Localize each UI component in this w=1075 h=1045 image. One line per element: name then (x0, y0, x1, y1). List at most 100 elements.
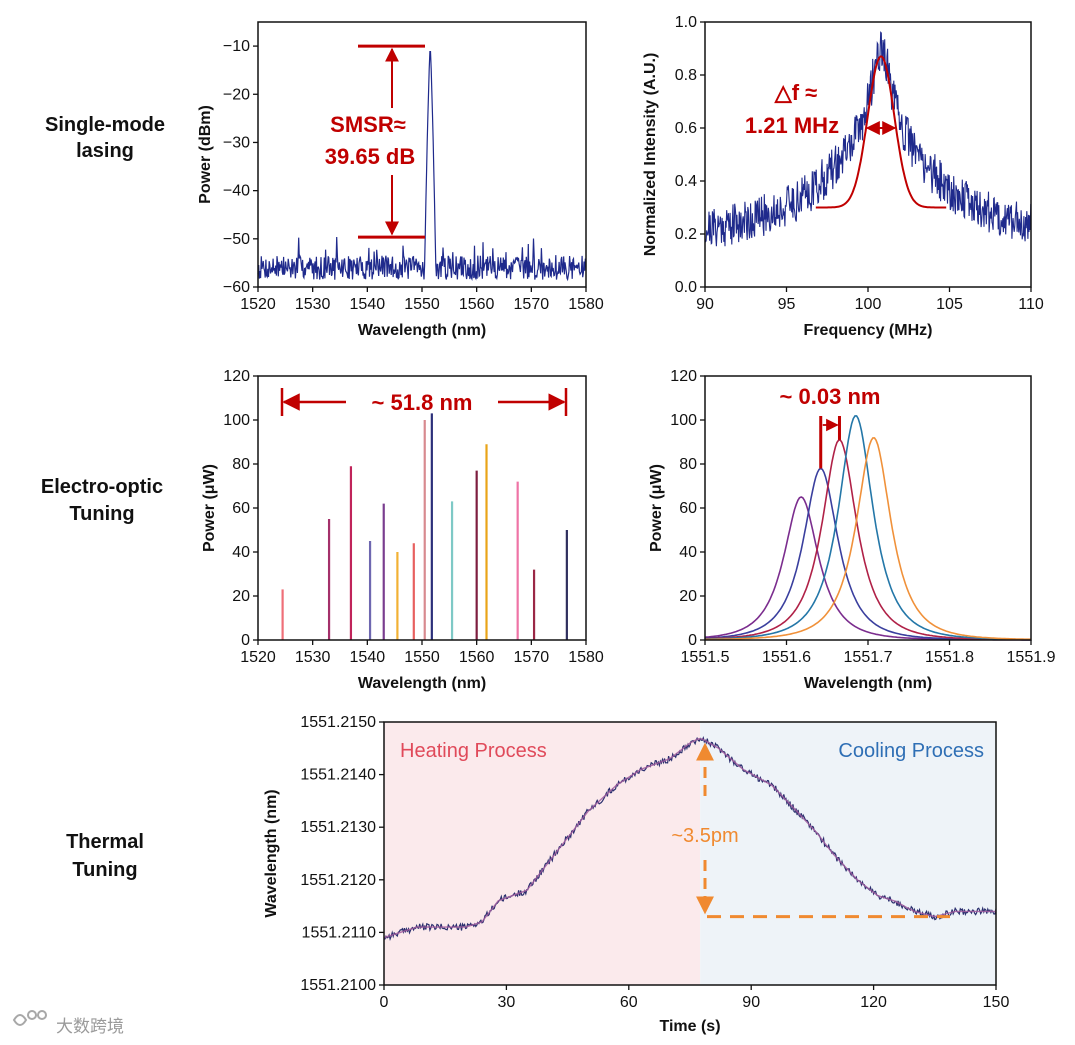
row-label-thermal-2: Tuning (72, 859, 137, 881)
y-tick-label: 1.0 (675, 14, 697, 31)
y-tick-label: −40 (223, 183, 250, 200)
x-tick-label: 1551.8 (925, 649, 974, 666)
y-tick-label: 60 (679, 500, 697, 517)
x-tick-label: 1570 (514, 296, 550, 313)
x-tick-label: 1520 (240, 296, 276, 313)
y-tick-label: −60 (223, 279, 250, 296)
y-tick-label: 40 (679, 544, 697, 561)
fine-series-line (705, 437, 1032, 641)
fine-series-line (704, 467, 1031, 641)
y-tick-label: −30 (223, 134, 250, 151)
chart-thermal-tuning: Heating Process Cooling Process 0 30 60 90 120… (263, 714, 1009, 1035)
fine-series-line (705, 439, 1031, 641)
y-tick-label: 120 (670, 368, 697, 385)
thermal-smooth-line (383, 738, 996, 939)
watermark: 大数跨境 (12, 1010, 124, 1036)
plot-frame (704, 21, 1032, 288)
y-tick-label: −20 (223, 86, 250, 103)
x-tick-label: 1551.6 (762, 649, 811, 666)
x-tick-label: 1580 (568, 649, 604, 666)
x-axis-label: Wavelength (nm) (358, 322, 486, 339)
thermal-raw-line (383, 735, 997, 941)
x-axis-label: Frequency (MHz) (804, 322, 933, 339)
x-tick-label: 90 (742, 994, 760, 1011)
y-tick-label: 100 (670, 412, 697, 429)
x-tick-label: 90 (696, 296, 714, 313)
y-tick-label: 1551.2130 (300, 819, 376, 836)
x-tick-label: 1560 (459, 649, 495, 666)
x-tick-label: 100 (855, 296, 882, 313)
y-tick-label: 0 (241, 632, 250, 649)
span-annotation: ~ 51.8 nm (372, 390, 473, 415)
y-tick-label: 0 (688, 632, 697, 649)
x-tick-label: 120 (860, 994, 887, 1011)
cooling-region (700, 722, 996, 985)
smsr-annotation-line2: 39.65 dB (325, 144, 416, 169)
y-tick-label: 1551.2150 (300, 714, 376, 731)
watermark-logo-icon (12, 1010, 47, 1026)
x-tick-label: 1550 (404, 649, 440, 666)
x-tick-label: 1530 (295, 649, 331, 666)
x-tick-label: 1551.7 (844, 649, 893, 666)
y-axis-label: Normalized Intensity (A.U.) (642, 53, 659, 257)
x-tick-label: 1530 (295, 296, 331, 313)
x-tick-label: 30 (498, 994, 516, 1011)
x-tick-label: 1551.9 (1007, 649, 1056, 666)
smsr-annotation-line1: SMSR≈ (330, 112, 406, 137)
x-tick-label: 1520 (240, 649, 276, 666)
row-label-single-mode-2: lasing (76, 140, 134, 162)
x-axis-label: Wavelength (nm) (358, 675, 486, 692)
y-tick-label: 120 (223, 368, 250, 385)
chart-fine-tuning: 1551.5 1551.6 1551.7 1551.8 1551.9 0 20 40 60 80 1… (648, 368, 1056, 692)
y-tick-label: 20 (232, 588, 250, 605)
y-axis-label: Power (μW) (648, 464, 665, 552)
y-tick-label: 80 (679, 456, 697, 473)
plot-frame (704, 375, 1032, 641)
plot-frame (257, 21, 587, 288)
watermark-text: 大数跨境 (56, 1017, 124, 1036)
y-tick-label: 0.2 (675, 226, 697, 243)
y-axis-label: Wavelength (nm) (263, 789, 280, 917)
cooling-label: Cooling Process (838, 740, 984, 762)
heating-label: Heating Process (400, 740, 547, 762)
y-tick-label: 60 (232, 500, 250, 517)
y-axis-label: Power (μW) (201, 464, 218, 552)
y-tick-label: −10 (223, 38, 250, 55)
x-tick-label: 1580 (568, 296, 604, 313)
row-label-electro-optic-2: Tuning (69, 503, 134, 525)
row-label-electro-optic-1: Electro-optic (41, 476, 163, 498)
y-axis-label: Power (dBm) (197, 105, 214, 204)
x-tick-label: 1540 (350, 649, 386, 666)
x-axis-label: Time (s) (659, 1018, 720, 1035)
x-tick-label: 105 (936, 296, 963, 313)
x-tick-label: 150 (983, 994, 1010, 1011)
y-tick-label: 20 (679, 588, 697, 605)
y-tick-label: 1551.2100 (300, 977, 376, 994)
y-tick-label: 100 (223, 412, 250, 429)
x-tick-label: 60 (620, 994, 638, 1011)
x-tick-label: 1560 (459, 296, 495, 313)
y-tick-label: −50 (223, 231, 250, 248)
x-tick-label: 1551.5 (681, 649, 730, 666)
row-label-thermal-1: Thermal (66, 831, 144, 853)
x-tick-label: 0 (380, 994, 389, 1011)
chart-linewidth: 90 95 100 105 110 0.0 0.2 0.4 0.6 0.8 1.0 Frequency… (642, 14, 1044, 339)
x-tick-label: 95 (778, 296, 796, 313)
row-label-single-mode-1: Single-mode (45, 114, 165, 136)
y-tick-label: 0.0 (675, 279, 697, 296)
y-tick-label: 0.6 (675, 120, 697, 137)
y-tick-label: 0.8 (675, 67, 697, 84)
delta-annotation: ~3.5pm (671, 825, 738, 847)
fine-series-line (704, 415, 1032, 641)
x-tick-label: 1570 (514, 649, 550, 666)
chart-spectrum: 1520 1530 1540 1550 1560 1570 1580 −60 −50 −40 −30… (197, 21, 604, 339)
y-tick-label: 1551.2120 (300, 872, 376, 889)
plot-frame (383, 721, 997, 986)
linewidth-annotation-line2: 1.21 MHz (745, 113, 839, 138)
y-tick-label: 1551.2110 (302, 924, 377, 941)
y-tick-label: 80 (232, 456, 250, 473)
y-tick-label: 0.4 (675, 173, 697, 190)
x-axis-label: Wavelength (nm) (804, 675, 932, 692)
linewidth-annotation-line1: △f ≈ (774, 80, 817, 105)
spectrum-series-line (257, 50, 587, 282)
